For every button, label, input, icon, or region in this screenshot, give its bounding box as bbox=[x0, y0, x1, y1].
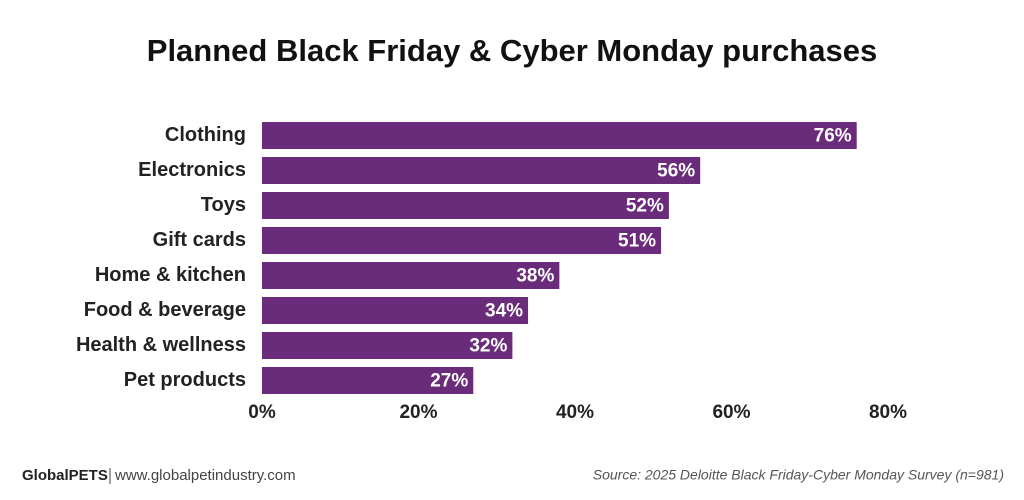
bar bbox=[262, 332, 513, 359]
x-tick-label: 20% bbox=[399, 402, 437, 423]
bar bbox=[262, 367, 474, 394]
y-tick-label: Toys bbox=[201, 194, 246, 216]
brand: GlobalPETS bbox=[22, 467, 108, 484]
bar bbox=[262, 227, 662, 254]
y-tick-label: Electronics bbox=[138, 159, 246, 181]
chart-title: Planned Black Friday & Cyber Monday purc… bbox=[147, 33, 877, 68]
value-label: 76% bbox=[814, 126, 852, 147]
value-label: 52% bbox=[626, 196, 664, 217]
bar bbox=[262, 157, 701, 184]
value-label: 27% bbox=[430, 371, 468, 392]
value-label: 38% bbox=[516, 266, 554, 287]
y-tick-label: Pet products bbox=[124, 369, 246, 391]
y-tick-label: Clothing bbox=[165, 124, 246, 146]
value-label: 34% bbox=[485, 301, 523, 322]
x-tick-label: 40% bbox=[556, 402, 594, 423]
y-tick-label: Food & beverage bbox=[84, 299, 246, 321]
y-tick-label: Home & kitchen bbox=[95, 264, 246, 286]
website: www.globalpetindustry.com bbox=[114, 467, 296, 484]
x-tick-label: 80% bbox=[869, 402, 907, 423]
y-tick-label: Gift cards bbox=[153, 229, 246, 251]
y-tick-label: Health & wellness bbox=[76, 334, 246, 356]
value-label: 32% bbox=[469, 336, 507, 357]
value-label: 51% bbox=[618, 231, 656, 252]
x-tick-label: 60% bbox=[712, 402, 750, 423]
bar bbox=[262, 192, 669, 219]
source: Source: 2025 Deloitte Black Friday-Cyber… bbox=[593, 467, 1004, 483]
value-label: 56% bbox=[657, 161, 695, 182]
bar bbox=[262, 122, 857, 149]
bar bbox=[262, 262, 560, 289]
bar bbox=[262, 297, 529, 324]
x-tick-label: 0% bbox=[248, 402, 276, 423]
